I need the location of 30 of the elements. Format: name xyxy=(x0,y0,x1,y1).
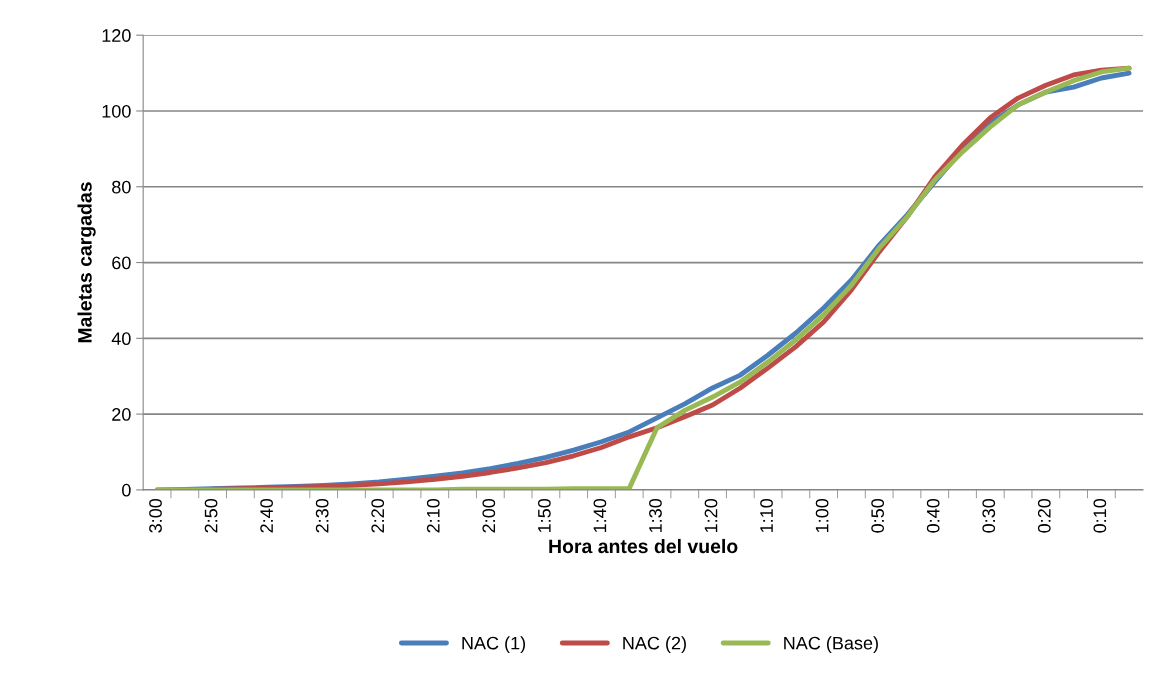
x-tick-label: 1:40 xyxy=(593,498,607,532)
x-tick-label: 3:00 xyxy=(149,498,162,533)
x-tick-label: 1:20 xyxy=(704,498,718,532)
y-tick-label: 40 xyxy=(111,332,131,346)
legend-label: NAC (2) xyxy=(623,636,686,654)
y-tick-label: 120 xyxy=(102,29,131,42)
x-tick-label: 2:20 xyxy=(371,498,385,533)
x-tick-label: 1:30 xyxy=(649,498,662,532)
x-tick-label: 2:00 xyxy=(482,498,496,533)
y-tick-label: 0 xyxy=(122,483,131,497)
x-tick-label: 2:40 xyxy=(260,498,273,533)
x-tick-label: 0:40 xyxy=(926,498,940,533)
y-tick-label: 60 xyxy=(112,256,131,270)
x-tick-label: 0:50 xyxy=(871,498,885,533)
x-tick-label: 1:10 xyxy=(760,498,773,532)
legend-label: NAC (1) xyxy=(462,636,526,654)
x-tick-label: 2:50 xyxy=(204,498,218,533)
x-axis-title: Hora antes del vuelo xyxy=(549,538,738,554)
y-tick-label: 80 xyxy=(112,180,131,194)
x-tick-label: 2:30 xyxy=(315,498,329,533)
x-tick-label: 0:30 xyxy=(982,498,996,533)
y-tick-label: 20 xyxy=(112,408,131,421)
x-tick-label: 1:50 xyxy=(537,498,551,532)
x-tick-label: 0:20 xyxy=(1037,498,1051,533)
y-tick-label: 100 xyxy=(102,104,131,118)
x-tick-label: 2:10 xyxy=(426,498,440,533)
legend-label: NAC (Base) xyxy=(784,636,878,654)
x-tick-label: 1:00 xyxy=(815,498,829,532)
x-tick-label: 0:10 xyxy=(1093,498,1107,533)
y-axis-title: Maletas cargadas xyxy=(77,182,96,343)
